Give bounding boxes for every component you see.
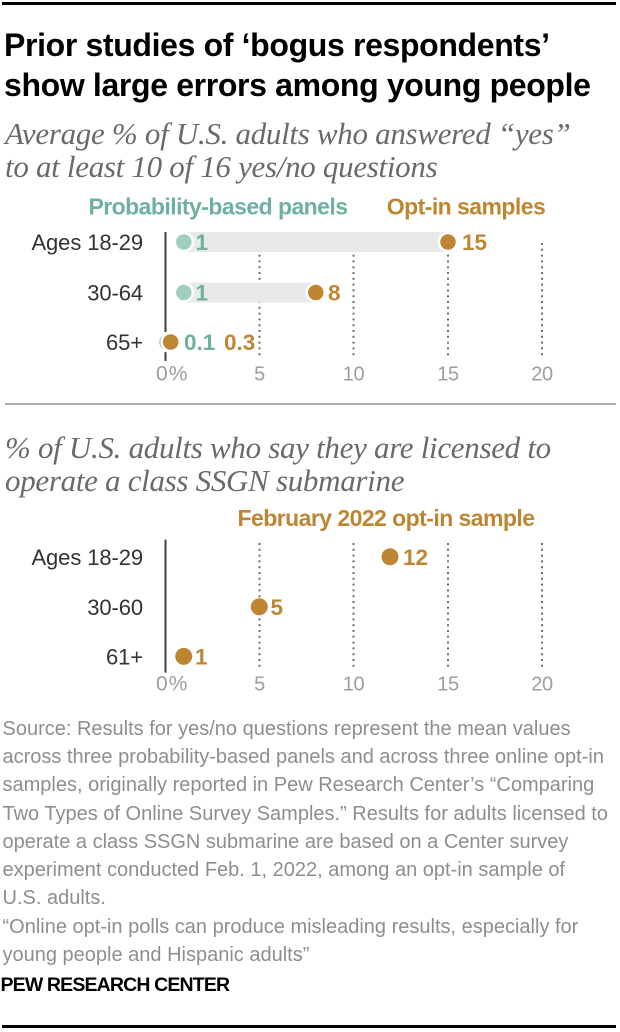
svg-text:Ages 18-29: Ages 18-29 xyxy=(31,230,143,255)
svg-text:30-60: 30-60 xyxy=(87,595,143,620)
svg-text:0%: 0% xyxy=(156,362,187,385)
svg-text:5: 5 xyxy=(271,595,284,620)
svg-text:20: 20 xyxy=(531,363,553,385)
svg-text:5: 5 xyxy=(254,673,265,695)
svg-text:Ages 18-29: Ages 18-29 xyxy=(31,545,143,570)
svg-text:Probability-based panels: Probability-based panels xyxy=(88,193,347,219)
svg-text:0%: 0% xyxy=(156,672,187,695)
svg-text:61+: 61+ xyxy=(106,644,143,669)
svg-text:5: 5 xyxy=(254,363,265,385)
svg-text:20: 20 xyxy=(531,673,553,695)
svg-text:1: 1 xyxy=(195,644,208,669)
svg-text:10: 10 xyxy=(343,363,365,385)
svg-text:15: 15 xyxy=(437,673,459,695)
svg-text:30-64: 30-64 xyxy=(87,281,143,306)
svg-text:15: 15 xyxy=(462,230,487,255)
svg-text:0.3: 0.3 xyxy=(224,330,255,355)
svg-text:12: 12 xyxy=(403,545,428,570)
svg-text:February 2022 opt-in sample: February 2022 opt-in sample xyxy=(237,505,534,531)
svg-text:15: 15 xyxy=(437,363,459,385)
svg-text:10: 10 xyxy=(343,673,365,695)
svg-text:1: 1 xyxy=(196,230,209,255)
svg-text:65+: 65+ xyxy=(106,330,143,355)
svg-text:8: 8 xyxy=(328,281,341,306)
svg-text:1: 1 xyxy=(196,281,209,306)
svg-text:0.1: 0.1 xyxy=(184,330,215,355)
svg-text:Opt-in samples: Opt-in samples xyxy=(387,193,545,219)
